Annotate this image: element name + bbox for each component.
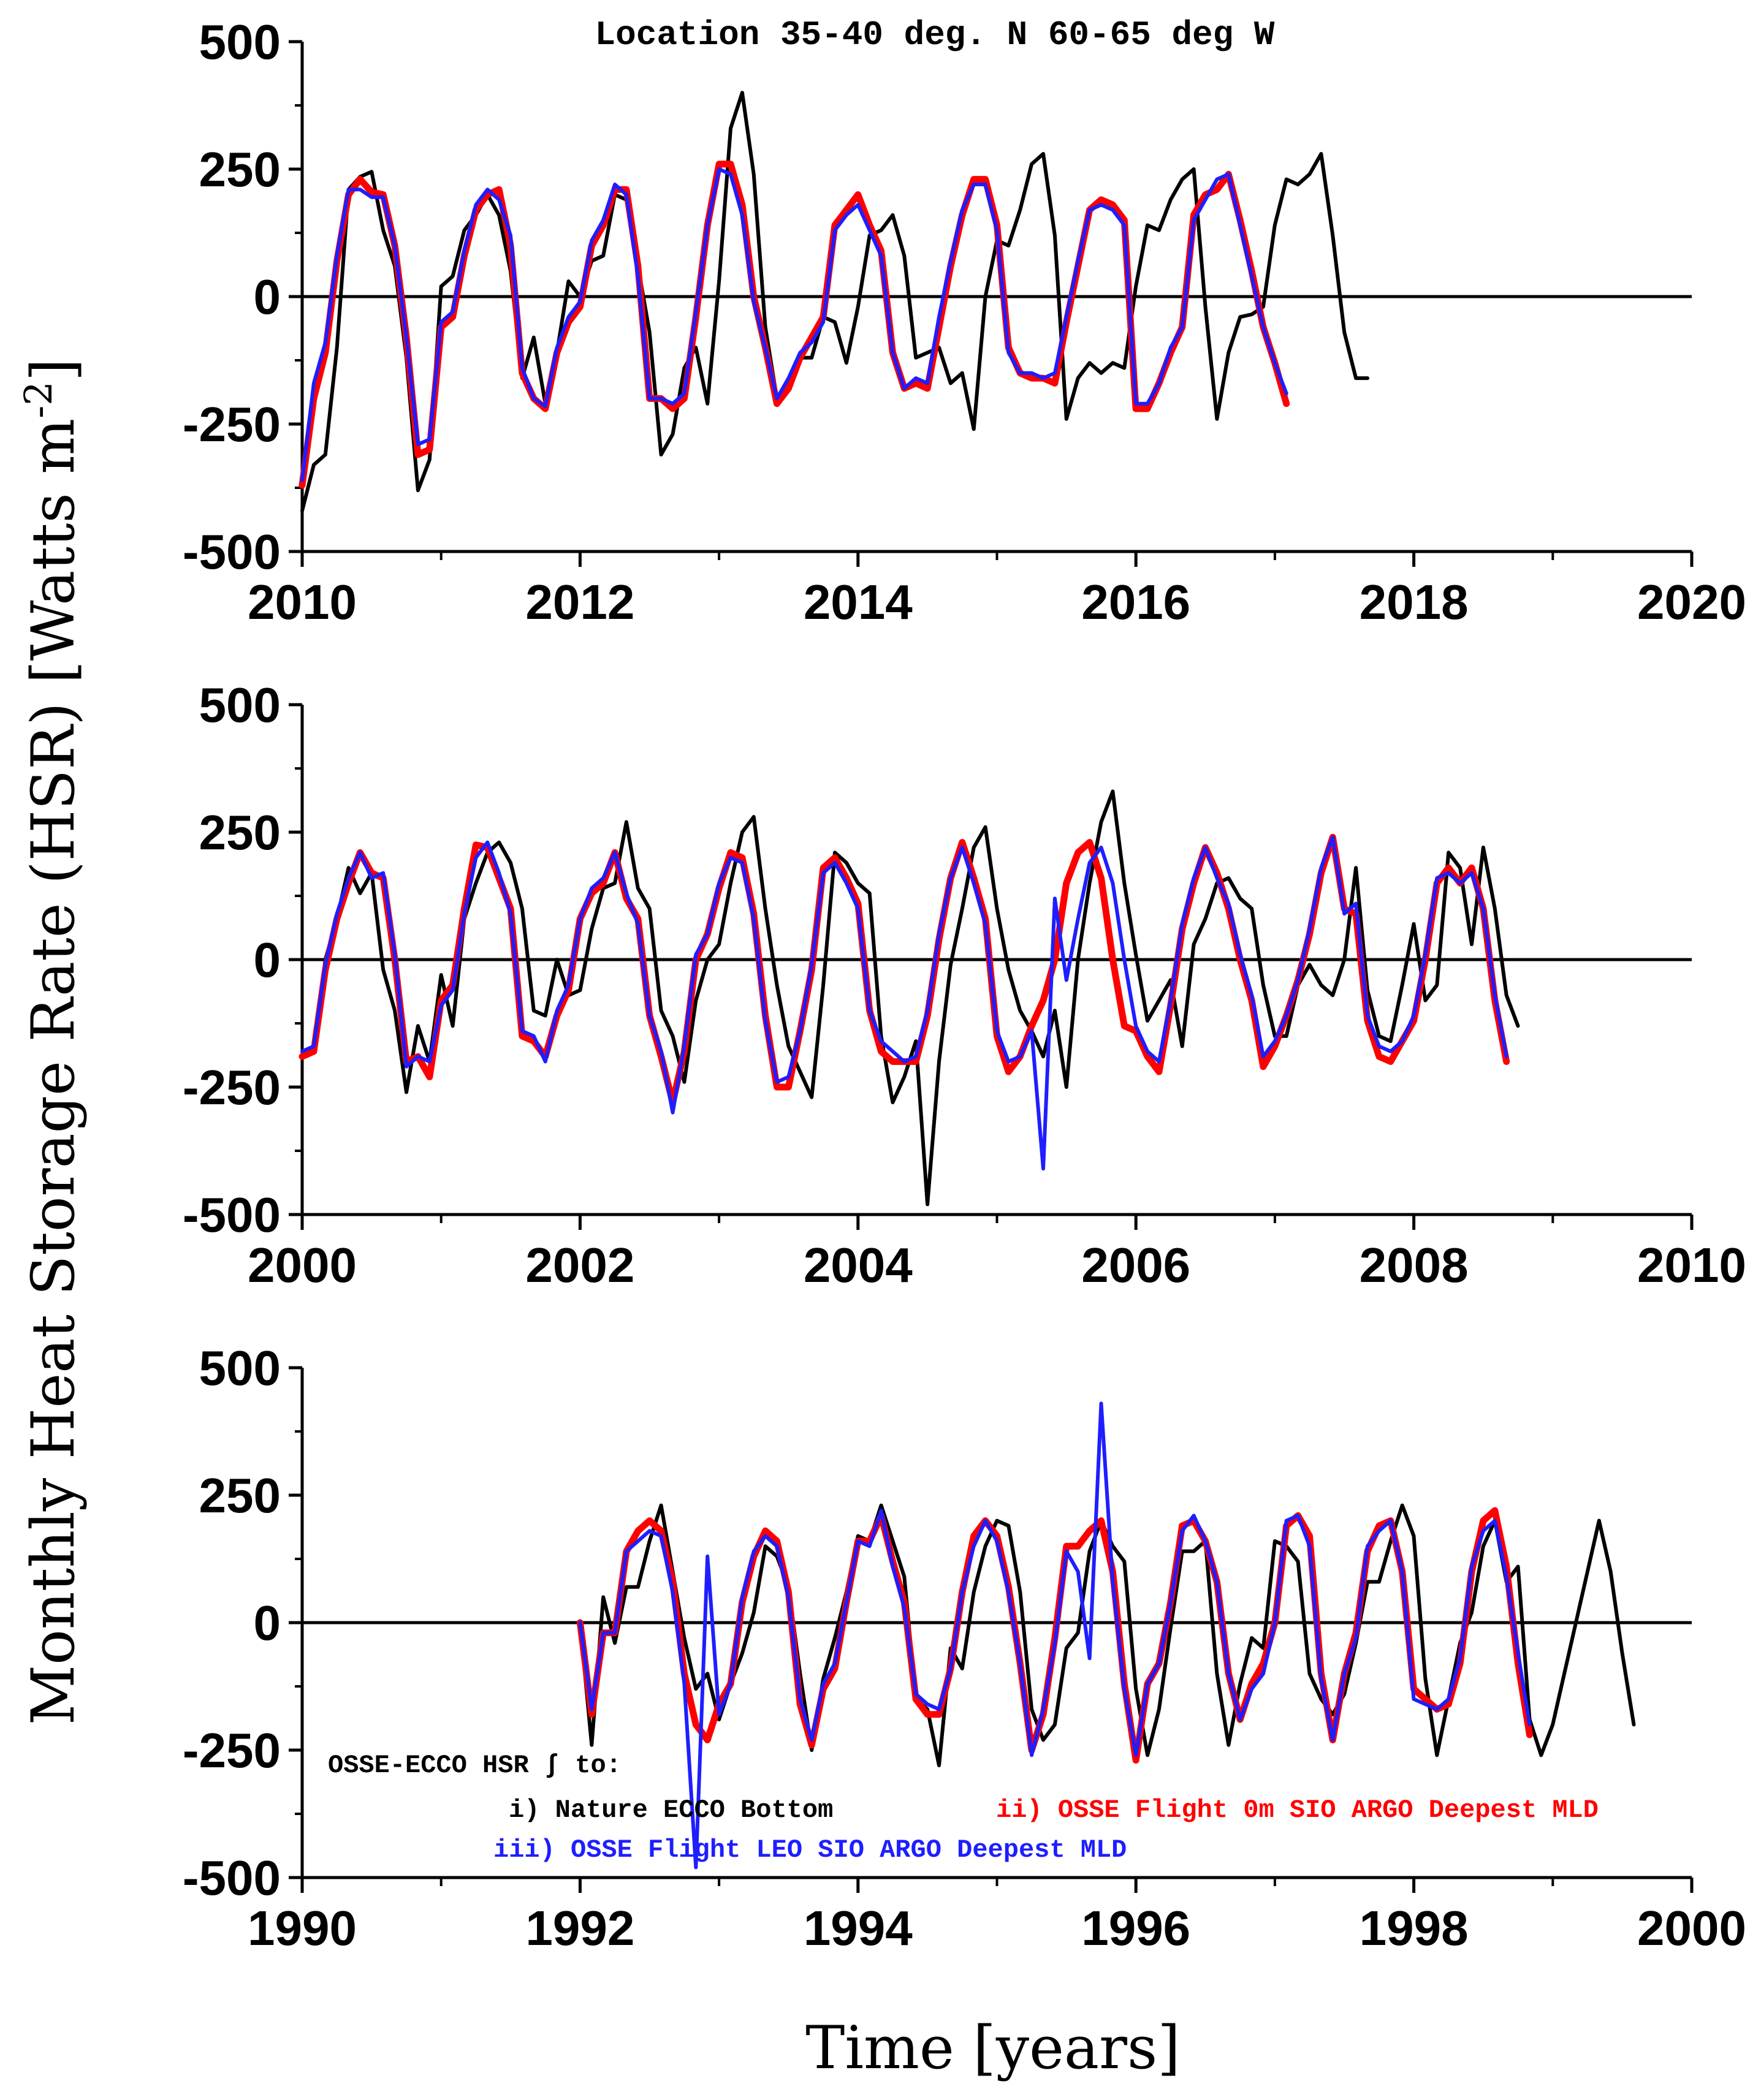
figure-title: Location 35-40 deg. N 60-65 deg W <box>595 15 1275 55</box>
legend-item-nature: i) Nature ECCO Bottom <box>509 1795 833 1825</box>
x-tick-label: 2000 <box>248 1238 357 1292</box>
series-line-1 <box>300 91 1369 513</box>
x-tick-label: 2006 <box>1081 1238 1190 1292</box>
series-line-3 <box>578 1401 1532 1870</box>
y-tick-label: -250 <box>183 1060 281 1115</box>
legend-heading: OSSE-ECCO HSR ∫ to: <box>328 1751 622 1780</box>
x-tick-label: 1996 <box>1081 1901 1190 1955</box>
y-axis-title: Monthly Heat Storage Rate (HSR) [Watts m… <box>16 358 88 1725</box>
svg-text:Monthly Heat Storage Rate (HSR: Monthly Heat Storage Rate (HSR) [Watts m… <box>16 358 88 1725</box>
x-tick-label: 2004 <box>804 1238 913 1292</box>
series-line-3 <box>300 835 1508 1171</box>
x-axis-title: Time [years] <box>805 2014 1180 2082</box>
y-tick-label: 250 <box>199 805 281 860</box>
y-axis-title-close: ] <box>19 358 88 381</box>
y-tick-label: -250 <box>183 397 281 452</box>
y-tick-label: 0 <box>254 933 281 987</box>
x-tick-label: 2000 <box>1637 1901 1746 1955</box>
x-tick-label: 2012 <box>525 575 634 629</box>
y-tick-label: -500 <box>183 1188 281 1242</box>
x-tick-label: 2020 <box>1637 575 1746 629</box>
y-tick-label: 0 <box>254 270 281 324</box>
x-tick-label: 2010 <box>1637 1238 1746 1292</box>
series-line-2 <box>299 161 1290 489</box>
legend: OSSE-ECCO HSR ∫ to: i) Nature ECCO Botto… <box>328 1751 1599 1865</box>
x-tick-label: 1990 <box>248 1901 357 1955</box>
x-tick-label: 2008 <box>1360 1238 1469 1292</box>
y-axis-title-superscript: -2 <box>16 381 61 418</box>
y-tick-label: 250 <box>199 1468 281 1523</box>
y-tick-label: 500 <box>199 15 281 69</box>
x-tick-label: 1992 <box>525 1901 634 1955</box>
series-line-3 <box>300 167 1288 482</box>
x-tick-label: 2010 <box>248 575 357 629</box>
x-tick-label: 2016 <box>1081 575 1190 629</box>
x-tick-label: 2018 <box>1360 575 1469 629</box>
legend-item-osse-leo: iii) OSSE Flight LEO SIO ARGO Deepest ML… <box>493 1835 1127 1865</box>
legend-item-osse-0m: ii) OSSE Flight 0m SIO ARGO Deepest MLD <box>996 1795 1599 1825</box>
y-tick-label: -500 <box>183 525 281 579</box>
y-tick-label: 250 <box>199 142 281 197</box>
x-tick-label: 2002 <box>525 1238 634 1292</box>
y-tick-label: -500 <box>183 1851 281 1905</box>
y-axis-title-text: Monthly Heat Storage Rate (HSR) [Watts m <box>19 419 88 1725</box>
panel-1990-2000: -500 -250 0 250 500 1990 1992 1994 1996 1998 2000 <box>183 1341 1746 1955</box>
panel-2010-2020: -500 -250 0 250 500 2010 2012 2014 2016 2018 2020 <box>183 15 1746 629</box>
x-tick-label: 1998 <box>1360 1901 1469 1955</box>
x-tick-label: 2014 <box>804 575 913 629</box>
y-tick-label: 0 <box>254 1596 281 1650</box>
y-tick-label: 500 <box>199 678 281 732</box>
x-tick-label: 1994 <box>804 1901 913 1955</box>
y-tick-label: -250 <box>183 1723 281 1778</box>
y-tick-label: 500 <box>199 1341 281 1395</box>
panel-2000-2010: -500 -250 0 250 500 2000 2002 2004 2006 2008 2010 <box>183 678 1746 1292</box>
